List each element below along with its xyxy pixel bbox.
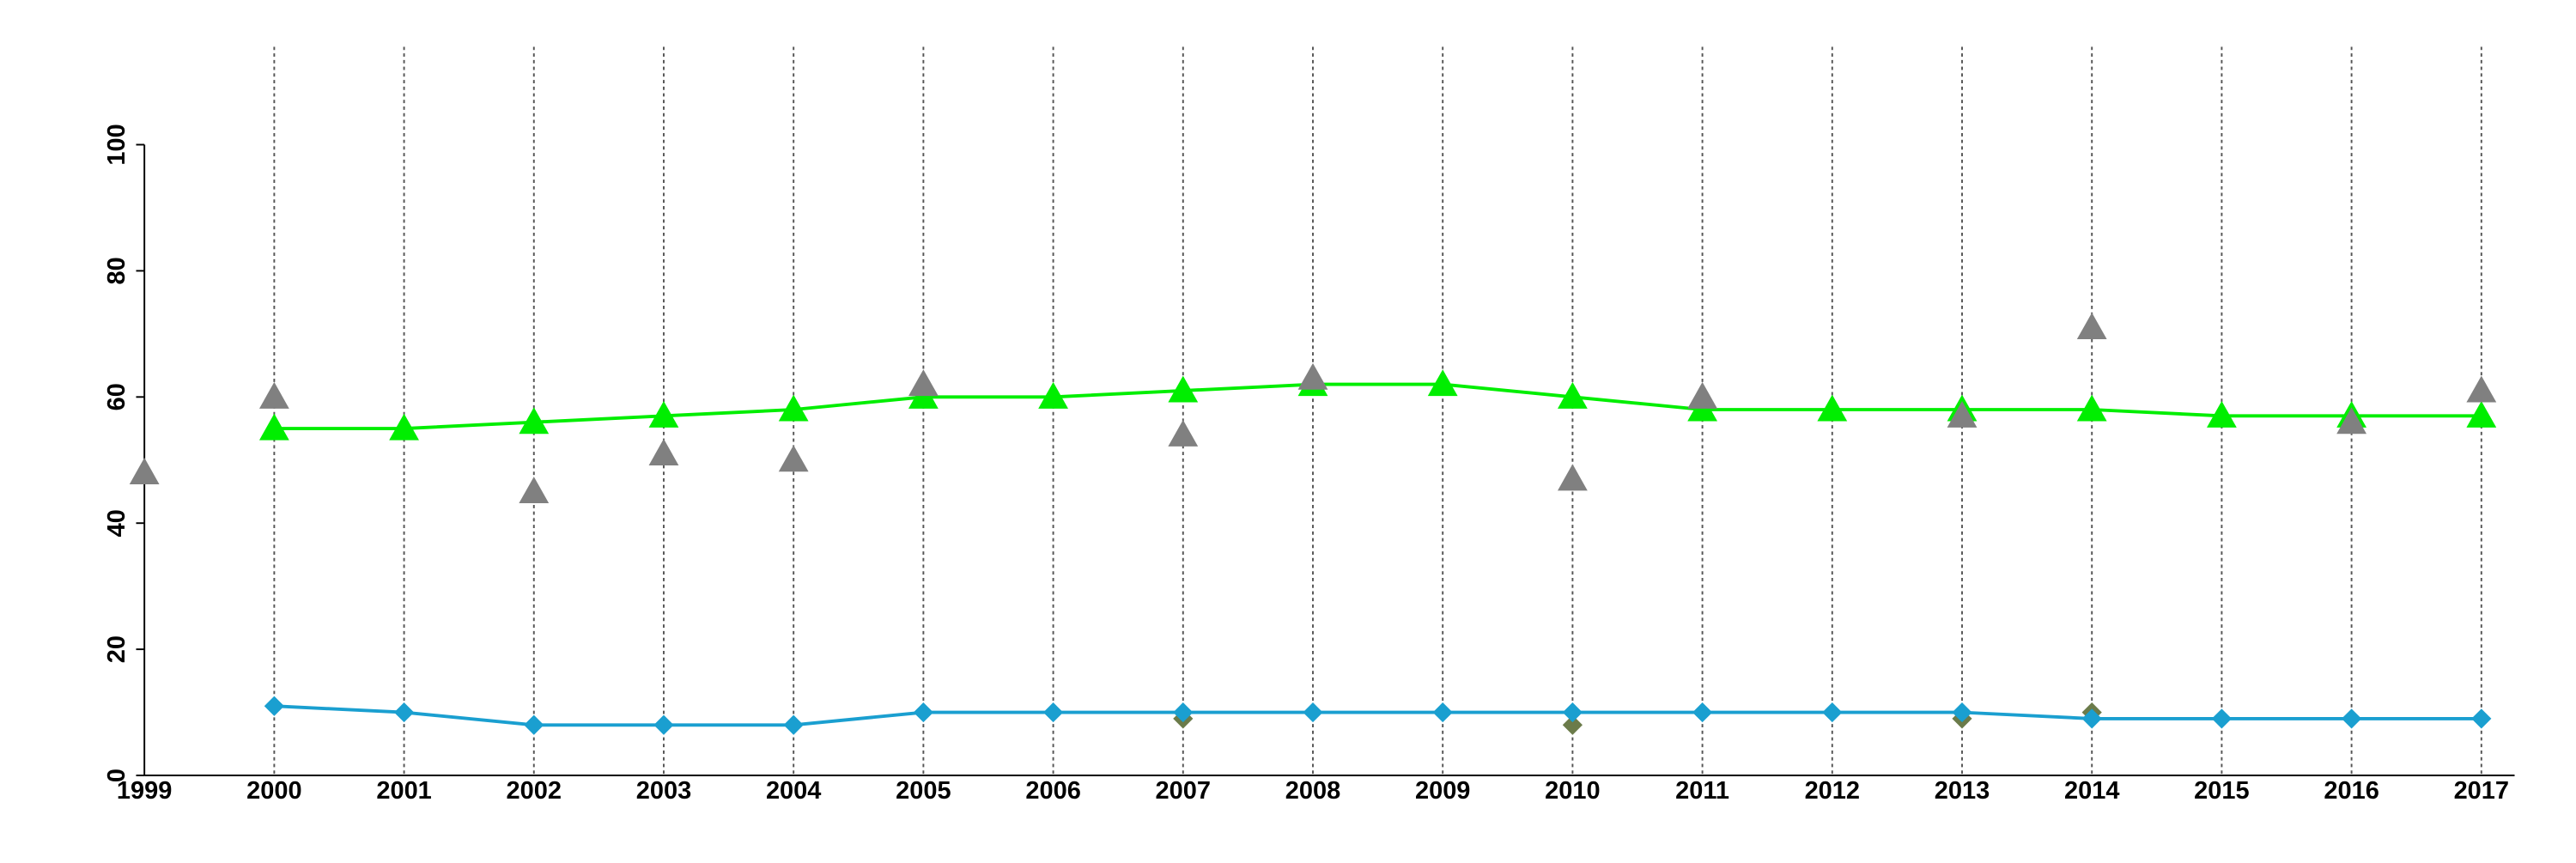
data-point	[1562, 702, 1583, 723]
x-tick-label: 2009	[1415, 777, 1470, 805]
data-point	[913, 702, 933, 723]
data-point	[1297, 362, 1328, 390]
y-tick-label: 40	[103, 509, 131, 537]
data-point	[1817, 394, 1848, 422]
data-point	[1822, 702, 1843, 723]
x-tick-label: 2010	[1545, 777, 1600, 805]
data-point	[1562, 714, 1583, 735]
series-line	[274, 382, 2482, 430]
x-tick-label: 2006	[1025, 777, 1080, 805]
data-point	[2336, 407, 2367, 435]
x-tick-label: 2002	[507, 777, 562, 805]
data-point	[2342, 708, 2362, 729]
data-point	[2076, 394, 2107, 422]
data-point	[1038, 381, 1068, 409]
x-tick-label: 2005	[896, 777, 951, 805]
data-point	[1303, 702, 1323, 723]
data-point	[2076, 313, 2107, 340]
data-point	[258, 381, 289, 409]
data-point	[1558, 381, 1588, 409]
x-tick-label: 2016	[2324, 777, 2379, 805]
x-tick-label: 1999	[117, 777, 172, 805]
x-tick-label: 2012	[1805, 777, 1860, 805]
data-point	[2471, 708, 2492, 729]
data-point	[389, 413, 419, 441]
data-point	[778, 394, 809, 422]
data-point	[264, 696, 284, 716]
data-point	[1687, 381, 1717, 409]
x-tick-label: 2004	[766, 777, 821, 805]
y-tick-label: 20	[103, 635, 131, 663]
x-tick-label: 2000	[246, 777, 301, 805]
data-point	[1432, 702, 1453, 723]
data-point	[778, 445, 809, 472]
x-tick-label: 2003	[636, 777, 691, 805]
data-point	[908, 369, 939, 397]
y-tick-label: 0	[103, 769, 131, 782]
data-point	[648, 439, 679, 465]
data-point	[1692, 702, 1713, 723]
data-point	[2211, 708, 2233, 729]
x-tick-label: 2007	[1156, 777, 1211, 805]
data-point	[1427, 369, 1458, 397]
data-point	[2207, 400, 2237, 428]
x-tick-label: 2011	[1675, 777, 1729, 805]
data-point	[258, 413, 289, 441]
data-point	[1952, 702, 1972, 723]
data-point	[1168, 375, 1199, 403]
data-point	[519, 407, 550, 435]
data-point	[524, 714, 544, 735]
x-tick-label: 2013	[1935, 777, 1990, 805]
data-point	[1558, 464, 1588, 491]
y-tick-label: 100	[103, 124, 131, 165]
data-point	[1947, 400, 1978, 428]
data-point	[653, 714, 674, 735]
data-point	[129, 458, 160, 484]
data-point	[1168, 419, 1199, 447]
series-line	[274, 704, 2482, 727]
x-tick-label: 2008	[1285, 777, 1340, 805]
y-tick-label: 80	[103, 257, 131, 284]
data-point	[393, 702, 415, 723]
data-point	[1042, 702, 1064, 723]
y-tick-label: 60	[103, 383, 131, 410]
data-point	[783, 714, 804, 735]
data-point	[648, 400, 679, 428]
x-tick-label: 2015	[2194, 777, 2249, 805]
data-point	[519, 477, 550, 504]
data-point	[2466, 400, 2497, 428]
data-point	[2081, 708, 2102, 729]
data-point	[2466, 375, 2497, 403]
x-tick-label: 2001	[376, 777, 431, 805]
x-tick-label: 2017	[2454, 777, 2509, 805]
x-tick-label: 2014	[2064, 777, 2119, 805]
